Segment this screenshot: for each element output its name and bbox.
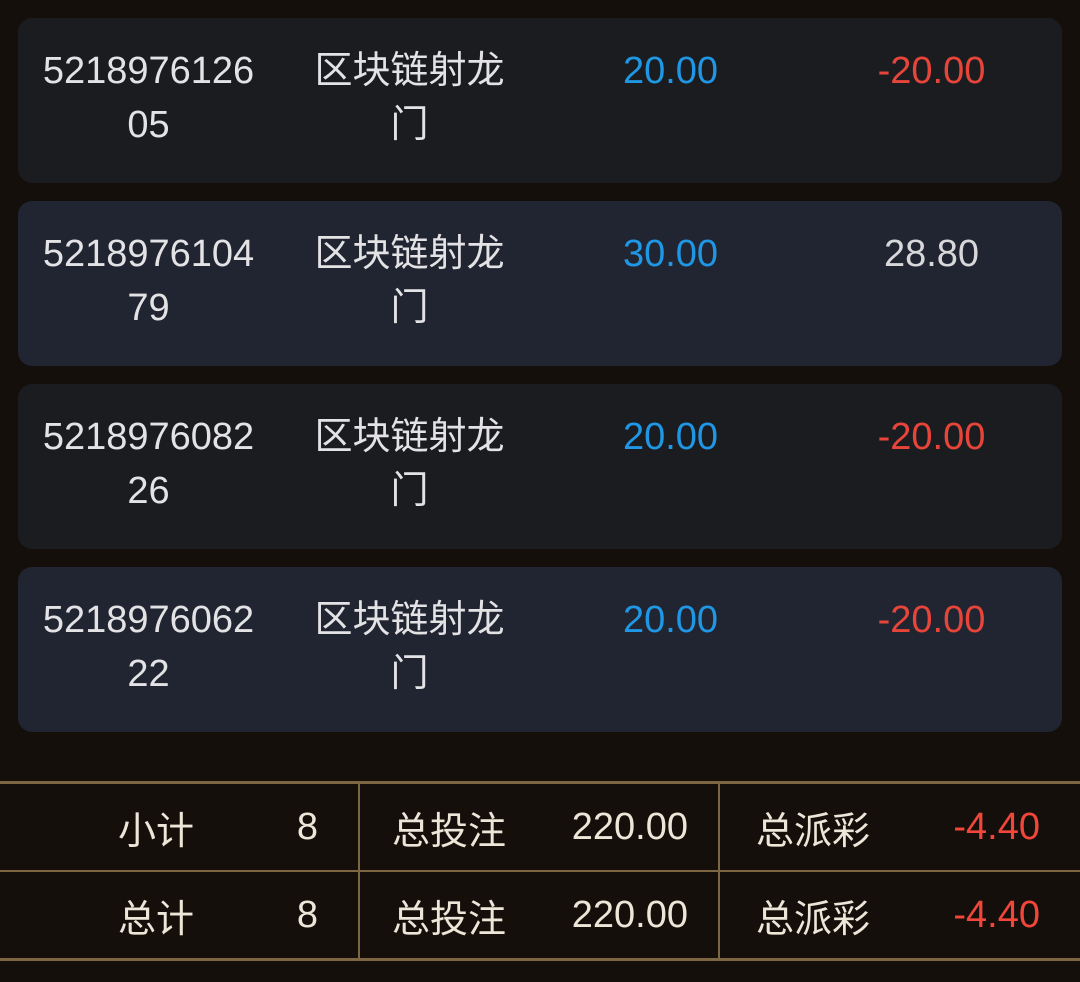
game-name: 区块链射龙门 — [314, 50, 505, 146]
subtotal-label: 小计 — [118, 810, 195, 853]
total-row: 总计 8 总投注 220.00 总派彩 -4.40 — [0, 870, 1080, 958]
subtotal-row: 小计 8 总投注 220.00 总派彩 -4.40 — [0, 784, 1080, 870]
payout-amount: -20.00 — [877, 416, 986, 458]
total-payout-cell: 总派彩 -4.40 — [718, 872, 1080, 958]
bet-amount: 20.00 — [622, 599, 719, 641]
game-name: 区块链射龙门 — [314, 599, 505, 695]
bet-record-list[interactable]: 521897612605 区块链射龙门 20.00 -20.00 5218976… — [0, 0, 1080, 732]
bet-amount: 20.00 — [622, 50, 719, 92]
bet-record-row[interactable]: 521897608226 区块链射龙门 20.00 -20.00 — [18, 384, 1062, 549]
total-payout-label: 总派彩 — [756, 898, 871, 941]
total-payout-value: -4.40 — [953, 893, 1040, 936]
game-name: 区块链射龙门 — [314, 233, 505, 329]
total-bet-label: 总投注 — [392, 810, 507, 853]
total-count: 8 — [296, 893, 318, 936]
total-bet-cell: 总投注 220.00 — [358, 872, 718, 958]
bet-amount: 30.00 — [622, 233, 719, 275]
subtotal-cell: 小计 8 — [0, 784, 358, 870]
total-bet-value: 220.00 — [571, 893, 688, 936]
summary-table: 小计 8 总投注 220.00 总派彩 -4.40 总计 8 总投注 220.0… — [0, 781, 1080, 961]
game-name: 区块链射龙门 — [314, 416, 505, 512]
subtotal-count: 8 — [296, 805, 318, 848]
total-label: 总计 — [118, 898, 195, 941]
bet-amount: 20.00 — [622, 416, 719, 458]
order-id: 521897606222 — [42, 599, 255, 695]
payout-amount: -20.00 — [877, 599, 986, 641]
total-payout-value: -4.40 — [953, 805, 1040, 848]
total-cell: 总计 8 — [0, 872, 358, 958]
subtotal-bet-cell: 总投注 220.00 — [358, 784, 718, 870]
bet-record-row[interactable]: 521897606222 区块链射龙门 20.00 -20.00 — [18, 567, 1062, 732]
total-bet-value: 220.00 — [571, 805, 688, 848]
bet-record-row[interactable]: 521897612605 区块链射龙门 20.00 -20.00 — [18, 18, 1062, 183]
order-id: 521897610479 — [42, 233, 255, 329]
payout-amount: 28.80 — [883, 233, 980, 275]
total-bet-label: 总投注 — [392, 898, 507, 941]
bet-record-row[interactable]: 521897610479 区块链射龙门 30.00 28.80 — [18, 201, 1062, 366]
total-payout-label: 总派彩 — [756, 810, 871, 853]
payout-amount: -20.00 — [877, 50, 986, 92]
order-id: 521897608226 — [42, 416, 255, 512]
order-id: 521897612605 — [42, 50, 255, 146]
subtotal-payout-cell: 总派彩 -4.40 — [718, 784, 1080, 870]
